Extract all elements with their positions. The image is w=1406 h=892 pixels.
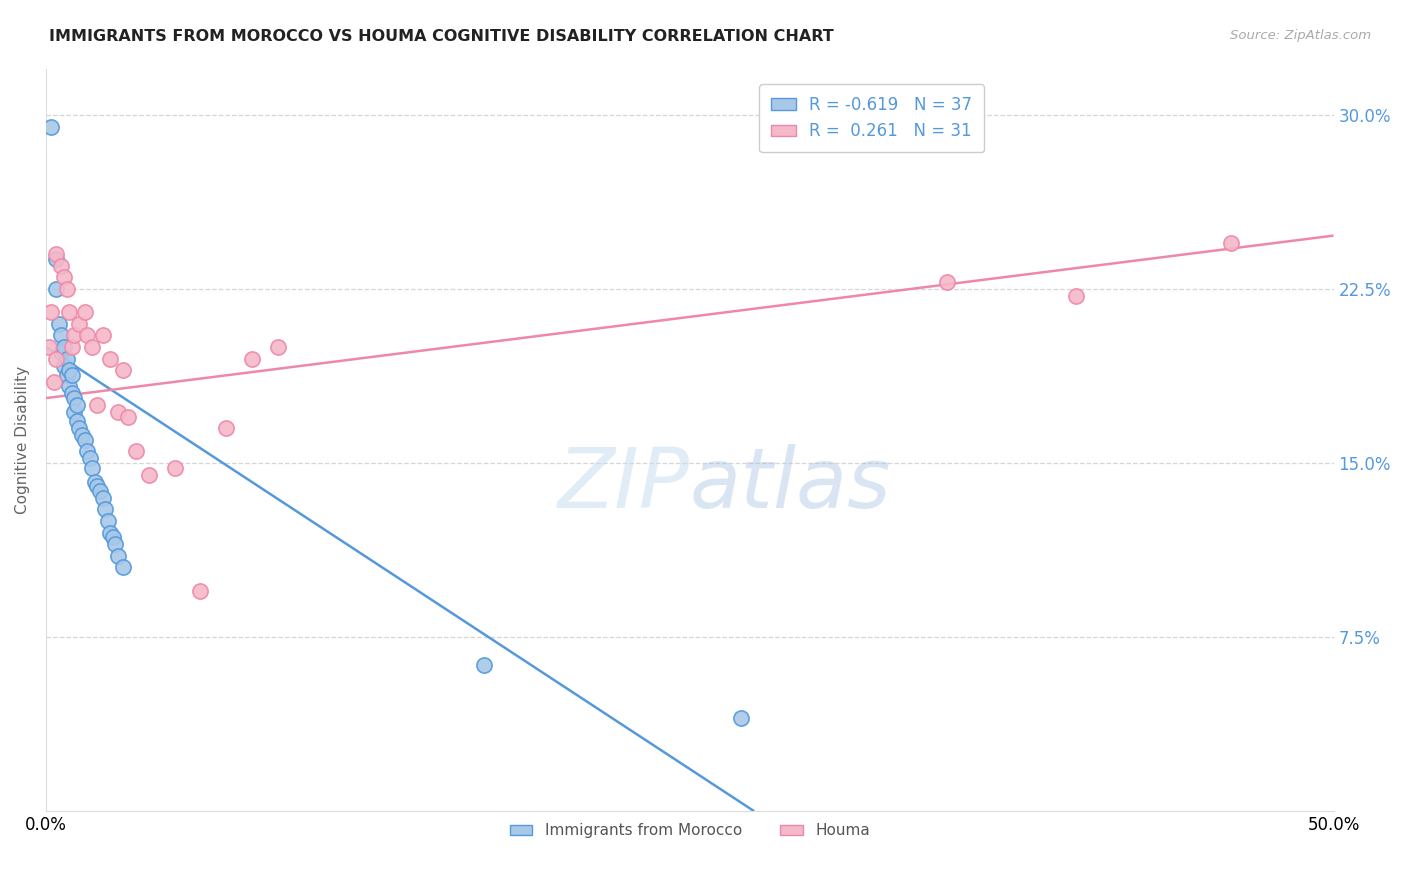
Point [58, 363, 80, 377]
Point [472, 657, 495, 672]
Point [66, 398, 89, 412]
Point [53, 340, 76, 354]
Point [112, 560, 135, 574]
Point [45, 351, 67, 366]
Point [215, 421, 238, 435]
Point [163, 460, 186, 475]
Point [66, 414, 89, 428]
Point [45, 282, 67, 296]
Point [86, 479, 108, 493]
Point [98, 525, 121, 540]
Point [730, 711, 752, 725]
Point [82, 340, 104, 354]
Point [73, 433, 96, 447]
Point [58, 379, 80, 393]
Point [45, 252, 67, 266]
Point [58, 305, 80, 319]
Point [48, 317, 70, 331]
Point [89, 483, 111, 498]
Point [69, 421, 91, 435]
Point [138, 467, 160, 482]
Point [107, 405, 129, 419]
Point [104, 537, 127, 551]
Point [94, 502, 117, 516]
Point [51, 259, 73, 273]
Point [63, 328, 86, 343]
Point [42, 375, 65, 389]
Point [91, 328, 114, 343]
Point [60, 386, 83, 401]
Point [39, 120, 62, 134]
Point [70, 428, 93, 442]
Point [51, 328, 73, 343]
Point [73, 305, 96, 319]
Point [117, 409, 139, 424]
Point [267, 340, 290, 354]
Point [63, 405, 86, 419]
Point [101, 530, 124, 544]
Point [55, 282, 77, 296]
Point [76, 444, 98, 458]
Point [51, 344, 73, 359]
Legend: Immigrants from Morocco, Houma: Immigrants from Morocco, Houma [503, 817, 876, 845]
Point [1219, 235, 1241, 250]
Point [45, 247, 67, 261]
Point [190, 583, 212, 598]
Point [60, 340, 83, 354]
Point [76, 328, 98, 343]
Point [82, 460, 104, 475]
Point [91, 491, 114, 505]
Text: IMMIGRANTS FROM MOROCCO VS HOUMA COGNITIVE DISABILITY CORRELATION CHART: IMMIGRANTS FROM MOROCCO VS HOUMA COGNITI… [49, 29, 834, 44]
Point [125, 444, 148, 458]
Point [240, 351, 263, 366]
Point [53, 270, 76, 285]
Point [53, 359, 76, 373]
Point [98, 351, 121, 366]
Point [55, 368, 77, 382]
Point [1064, 289, 1087, 303]
Point [39, 305, 62, 319]
Point [107, 549, 129, 563]
Text: ZIP: ZIP [558, 444, 690, 524]
Point [63, 391, 86, 405]
Point [97, 514, 120, 528]
Point [55, 351, 77, 366]
Point [79, 451, 101, 466]
Text: atlas: atlas [690, 444, 891, 524]
Point [60, 368, 83, 382]
Point [38, 340, 60, 354]
Point [936, 275, 959, 289]
Y-axis label: Cognitive Disability: Cognitive Disability [15, 366, 30, 514]
Point [86, 398, 108, 412]
Point [83, 475, 105, 489]
Point [69, 317, 91, 331]
Text: Source: ZipAtlas.com: Source: ZipAtlas.com [1230, 29, 1371, 42]
Point [112, 363, 135, 377]
